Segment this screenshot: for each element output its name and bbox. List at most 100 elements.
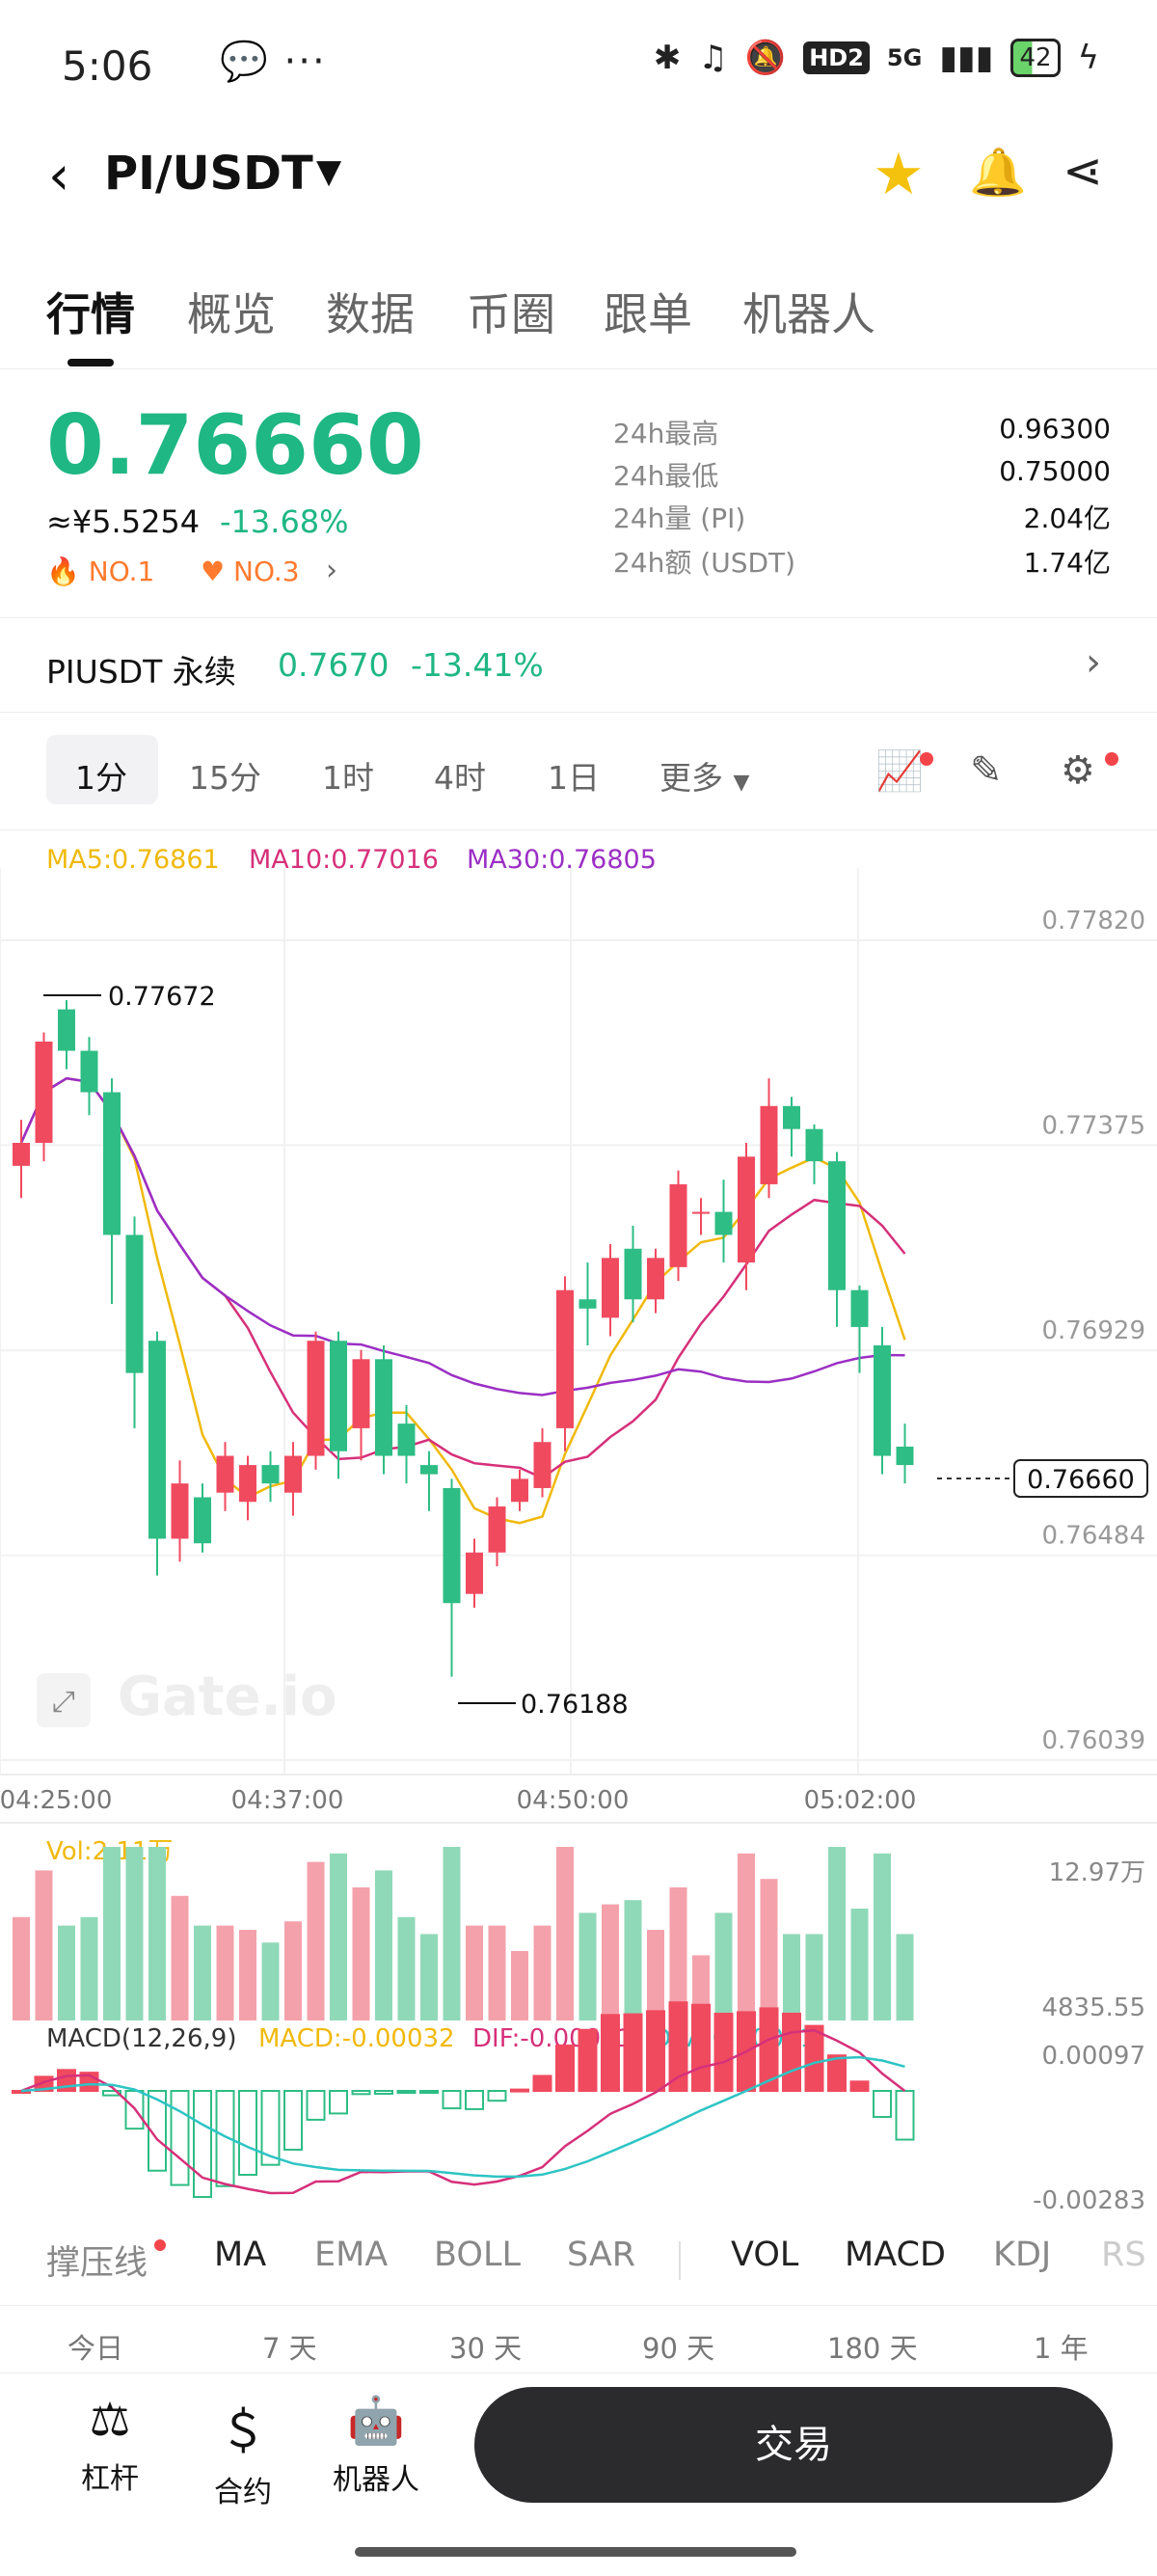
stat-vol-label: 24h量 (PI) — [613, 502, 746, 534]
volume-bar — [805, 1934, 823, 2020]
y-tick-label: 0.77375 — [1041, 1111, 1145, 1140]
volume-bar — [13, 1916, 30, 2020]
macd-hist-bar — [555, 2044, 575, 2093]
indicator-rsi[interactable]: RS — [1101, 2236, 1146, 2274]
candle — [194, 1497, 211, 1544]
rank-hot[interactable]: 🔥 NO.1 — [46, 556, 154, 587]
chart-indicator-icon[interactable]: 📈 — [875, 749, 924, 794]
last-price-tag — [1013, 1459, 1148, 1498]
candle — [647, 1258, 664, 1300]
indicator-ma[interactable]: MA — [214, 2236, 267, 2274]
interval-more[interactable]: 更多 ▼ — [659, 752, 749, 799]
macd-hist-bar — [283, 2090, 303, 2151]
indicator-kdj[interactable]: KDJ — [993, 2236, 1052, 2274]
nav-contract[interactable]: ＄ 合约 — [185, 2393, 301, 2510]
draw-pen-icon[interactable]: ✎ — [970, 748, 1003, 793]
stat-vol-value: 2.04亿 — [1023, 502, 1111, 534]
perp-name[interactable]: PIUSDT 永续 — [46, 653, 236, 691]
volume-bar — [420, 1934, 438, 2020]
chevron-right-icon[interactable]: › — [1086, 640, 1101, 685]
tab-copy[interactable]: 跟单 — [604, 288, 692, 340]
signal-icon: ▮▮▮ — [939, 39, 994, 77]
volume-bar — [103, 1847, 121, 2020]
kline-chart[interactable]: ⤢ Gate.io 0.778200.773750.769290.764840.… — [0, 868, 1157, 2228]
tab-data[interactable]: 数据 — [326, 288, 415, 340]
volume-bar — [488, 1925, 506, 2020]
divider — [0, 829, 1157, 830]
pair-title[interactable]: PI/USDT — [104, 147, 313, 201]
y-tick-label: 0.77820 — [1041, 907, 1145, 935]
candle — [352, 1359, 370, 1428]
candle — [533, 1442, 552, 1488]
price-markers: 0.77672 0.76188 0.76660 — [43, 982, 1148, 1720]
interval-bar: 1分 15分 1时 4时 1日 更多 ▼ 📈 ✎ ⚙ — [0, 733, 1157, 816]
x-tick-label: 04:25:00 — [0, 1786, 112, 1815]
stat-amt-value: 1.74亿 — [1023, 547, 1111, 579]
macd-hist-bar — [102, 2090, 121, 2097]
indicator-boll[interactable]: BOLL — [434, 2236, 521, 2274]
candle — [624, 1248, 642, 1300]
candle — [760, 1105, 778, 1184]
interval-1d[interactable]: 1日 — [548, 759, 600, 797]
indicator-vol[interactable]: VOL — [731, 2236, 799, 2274]
star-icon[interactable]: ★ — [873, 141, 925, 208]
volume-top-tick: 12.97万 — [1049, 1858, 1145, 1887]
interval-1m[interactable]: 1分 — [75, 759, 127, 797]
bell-icon[interactable]: 🔔 — [969, 146, 1027, 200]
macd-hist-bar — [691, 2003, 711, 2092]
volume-bar — [80, 1916, 98, 2020]
volume-bar — [330, 1853, 347, 2020]
status-more-icon: 💬 ··· — [220, 40, 327, 84]
interval-15m[interactable]: 15分 — [189, 759, 261, 797]
macd-hist-bar — [124, 2090, 145, 2130]
macd-hist-bar — [193, 2090, 212, 2198]
nav-leverage-label: 杠杆 — [81, 2462, 139, 2496]
nav-leverage[interactable]: ⚖ 杠杆 — [52, 2393, 168, 2497]
macd-hist-bar — [170, 2090, 190, 2186]
rank-fav[interactable]: ♥ NO.3 — [201, 556, 300, 587]
share-icon[interactable]: ⋖ — [1063, 143, 1103, 199]
candle — [805, 1128, 823, 1162]
chevron-right-icon[interactable]: › — [326, 554, 337, 587]
indicator-macd[interactable]: MACD — [845, 2236, 946, 2274]
range-90d[interactable]: 90 天 — [642, 2332, 715, 2365]
tab-circle[interactable]: 币圈 — [467, 288, 555, 340]
volume-bar — [375, 1870, 392, 2020]
indicator-sar[interactable]: SAR — [567, 2236, 636, 2274]
volume-bar — [171, 1895, 189, 2020]
macd-series — [12, 2001, 915, 2198]
trade-button[interactable]: 交易 — [474, 2387, 1113, 2503]
bluetooth-icon: ✱ — [653, 39, 682, 77]
range-30d[interactable]: 30 天 — [449, 2332, 523, 2365]
divider — [679, 2241, 681, 2280]
interval-4h[interactable]: 4时 — [434, 759, 486, 797]
interval-1h[interactable]: 1时 — [322, 759, 374, 797]
candle — [216, 1455, 234, 1493]
back-arrow-icon[interactable]: ‹ — [48, 145, 70, 207]
range-1y[interactable]: 1 年 — [1034, 2332, 1089, 2365]
ma10-legend: MA10:0.77016 — [249, 845, 439, 875]
indicator-ema[interactable]: EMA — [314, 2236, 389, 2274]
y-tick-label: 0.76484 — [1041, 1522, 1145, 1551]
caret-down-icon[interactable]: ▼ — [316, 152, 342, 191]
macd-label: MACD(12,26,9) — [46, 2024, 236, 2053]
status-time: 5:06 — [62, 42, 153, 90]
volume-bar — [669, 1887, 687, 2020]
macd-hist-bar — [646, 2010, 665, 2092]
tab-overview[interactable]: 概览 — [187, 288, 276, 340]
expand-icon[interactable] — [37, 1673, 91, 1727]
range-today[interactable]: 今日 — [67, 2332, 124, 2365]
macd-bottom-tick: -0.00283 — [1033, 2186, 1145, 2215]
tab-robot[interactable]: 机器人 — [742, 288, 875, 340]
range-180d[interactable]: 180 天 — [827, 2332, 918, 2365]
volume-bar — [850, 1909, 869, 2020]
gear-icon[interactable]: ⚙ — [1061, 748, 1095, 793]
nav-robot[interactable]: 🤖 机器人 — [318, 2393, 434, 2498]
range-7d[interactable]: 7 天 — [262, 2332, 317, 2365]
macd-hist-bar — [804, 2024, 824, 2092]
macd-value: MACD:-0.00032 — [258, 2024, 455, 2053]
indicator-support[interactable]: 撑压线 — [46, 2244, 148, 2283]
tab-market[interactable]: 行情 — [46, 288, 135, 340]
last-price-tag-label: 0.76660 — [1027, 1465, 1135, 1495]
ma-lines — [19, 1076, 906, 1525]
